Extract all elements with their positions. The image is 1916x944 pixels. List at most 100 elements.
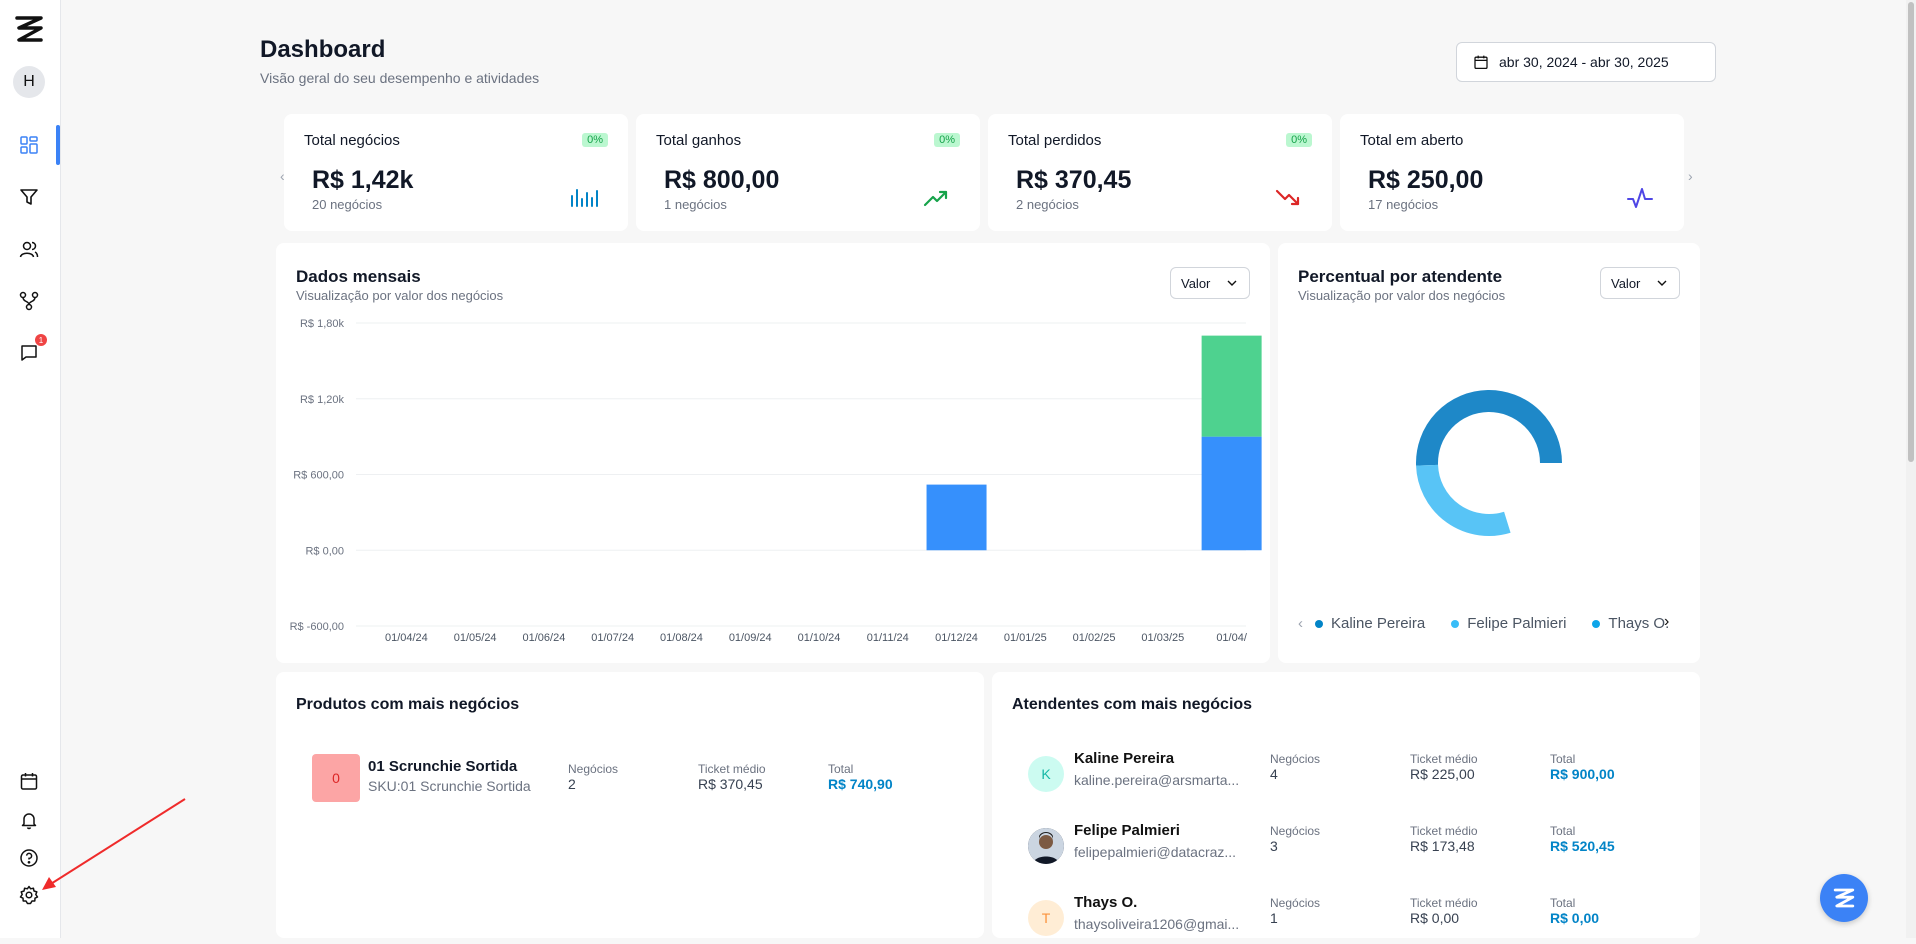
legend-item: Thays O. xyxy=(1592,615,1669,632)
active-nav-indicator xyxy=(56,125,60,165)
y-tick-label: R$ 0,00 xyxy=(305,545,344,557)
app-logo-icon[interactable] xyxy=(14,14,44,44)
card-title: Produtos com mais negócios xyxy=(296,696,520,713)
kpi-percent-badge: 0% xyxy=(934,133,960,147)
monthly-bar-chart: R$ 1,80k R$ 1,20k R$ 600,00 R$ 0,00 R$ -600,… xyxy=(290,318,1262,644)
total-value: R$ 900,00 xyxy=(1550,766,1615,782)
legend-item: Felipe Palmieri xyxy=(1451,615,1566,632)
legend-label: Felipe Palmieri xyxy=(1467,615,1567,632)
agent-name: Felipe Palmieri xyxy=(1074,822,1180,839)
deals-label: Negócios xyxy=(1270,752,1321,766)
x-tick-label: 01/12/24 xyxy=(935,632,978,644)
agent-avatar: K xyxy=(1028,756,1064,792)
legend-prev-button[interactable]: ‹ xyxy=(1298,615,1303,632)
monthly-metric-select[interactable]: Valor xyxy=(1170,267,1250,299)
total-label: Total xyxy=(1550,752,1576,766)
percent-metric-select[interactable]: Valor xyxy=(1600,267,1680,299)
ticket-label: Ticket médio xyxy=(1410,752,1478,766)
kpi-count: 20 negócios xyxy=(312,197,383,212)
agent-email: kaline.pereira@arsmarta... xyxy=(1074,772,1240,788)
kpi-card-total-lost: Total perdidos 0% R$ 370,45 2 negócios xyxy=(988,114,1332,231)
product-name: 01 Scrunchie Sortida xyxy=(368,758,518,775)
agent-row[interactable]: Felipe Palmieri felipepalmieri@datacraz.… xyxy=(1028,822,1708,872)
deals-label: Negócios xyxy=(568,762,619,776)
agent-avatar: T xyxy=(1028,900,1064,936)
legend-next-button[interactable]: › xyxy=(1664,613,1670,630)
messages-icon[interactable] xyxy=(17,341,41,365)
chevron-down-icon xyxy=(1227,280,1237,286)
funnel-icon[interactable] xyxy=(17,185,41,209)
total-value: R$ 520,45 xyxy=(1550,838,1615,854)
kpi-value: R$ 250,00 xyxy=(1368,166,1484,194)
x-tick-label: 01/06/24 xyxy=(523,632,566,644)
card-title: Atendentes com mais negócios xyxy=(1012,696,1253,713)
y-tick-label: R$ 600,00 xyxy=(293,470,344,482)
agent-row[interactable]: K Kaline Pereira kaline.pereira@arsmarta… xyxy=(1028,750,1708,800)
legend-label: Kaline Pereira xyxy=(1331,615,1426,632)
ticket-label: Ticket médio xyxy=(1410,824,1478,838)
gear-icon[interactable] xyxy=(17,883,41,907)
total-value: R$ 740,90 xyxy=(828,776,893,792)
kpi-next-button[interactable]: › xyxy=(1688,168,1693,184)
notification-badge: 1 xyxy=(35,334,47,346)
x-tick-label: 01/02/25 xyxy=(1073,632,1116,644)
page-subtitle: Visão geral do seu desempenho e atividad… xyxy=(260,70,540,86)
x-tick-label: 01/08/24 xyxy=(660,632,703,644)
kpi-prev-button[interactable]: ‹ xyxy=(280,168,285,184)
product-thumbnail: 0 xyxy=(312,754,360,802)
date-range-label: abr 30, 2024 - abr 30, 2025 xyxy=(1499,54,1669,70)
integrations-icon[interactable] xyxy=(17,289,41,313)
x-tick-label: 01/01/25 xyxy=(1004,632,1047,644)
page-scrollbar[interactable] xyxy=(1906,0,1916,938)
scrollbar-thumb[interactable] xyxy=(1908,2,1914,462)
chevron-down-icon xyxy=(1657,280,1667,286)
bar-chart-icon xyxy=(571,189,598,207)
agent-row[interactable]: T Thays O. thaysoliveira1206@gmai... Neg… xyxy=(1028,894,1708,944)
trending-down-icon xyxy=(1275,189,1300,206)
percent-by-agent-card: Percentual por atendente Visualização po… xyxy=(1278,243,1700,663)
calendar-icon[interactable] xyxy=(17,769,41,793)
x-tick-label: 01/11/24 xyxy=(867,632,909,644)
activity-icon xyxy=(1627,188,1653,208)
bell-icon[interactable] xyxy=(17,808,41,832)
kpi-count: 2 negócios xyxy=(1016,197,1079,212)
chat-widget-button[interactable] xyxy=(1820,874,1868,922)
contacts-icon[interactable] xyxy=(17,237,41,261)
avatar-initial: H xyxy=(23,73,35,90)
kpi-card-total-deals: Total negócios 0% R$ 1,42k 20 negócios xyxy=(284,114,628,231)
y-tick-label: R$ -600,00 xyxy=(290,621,344,633)
donut-slice[interactable] xyxy=(1416,390,1562,466)
deals-value: 3 xyxy=(1270,838,1278,854)
kpi-card-total-open: Total em aberto R$ 250,00 17 negócios xyxy=(1340,114,1684,231)
user-avatar[interactable]: H xyxy=(13,66,45,98)
ticket-label: Ticket médio xyxy=(1410,896,1478,910)
legend-dot xyxy=(1592,619,1601,628)
x-tick-label: 01/09/24 xyxy=(729,632,772,644)
date-range-picker[interactable]: abr 30, 2024 - abr 30, 2025 xyxy=(1456,42,1716,82)
select-value: Valor xyxy=(1181,275,1211,291)
kpi-count: 1 negócios xyxy=(664,197,727,212)
legend-dot xyxy=(1315,619,1323,628)
ticket-value: R$ 0,00 xyxy=(1410,910,1460,926)
x-tick-label: 01/07/24 xyxy=(591,632,634,644)
bar xyxy=(1201,335,1262,437)
dashboard-icon[interactable] xyxy=(17,133,41,157)
sidebar: H 1 xyxy=(0,0,61,938)
product-row[interactable]: 0 01 Scrunchie Sortida SKU:01 Scrunchie … xyxy=(312,754,972,804)
total-label: Total xyxy=(828,762,854,776)
bar xyxy=(926,484,987,551)
legend-item: Kaline Pereira xyxy=(1315,615,1425,632)
agent-email: thaysoliveira1206@gmai... xyxy=(1074,916,1240,932)
deals-value: 2 xyxy=(568,776,576,792)
top-products-card: Produtos com mais negócios 0 01 Scrunchi… xyxy=(276,672,984,938)
app-logo-icon xyxy=(1833,888,1855,908)
total-label: Total xyxy=(1550,896,1576,910)
card-subtitle: Visualização por valor dos negócios xyxy=(1298,288,1506,303)
help-icon[interactable] xyxy=(17,846,41,870)
bar xyxy=(1201,436,1262,551)
deals-value: 4 xyxy=(1270,766,1278,782)
deals-label: Negócios xyxy=(1270,824,1321,838)
calendar-icon xyxy=(1474,55,1488,70)
donut-slice[interactable] xyxy=(1416,464,1511,536)
agent-name: Kaline Pereira xyxy=(1074,750,1175,767)
